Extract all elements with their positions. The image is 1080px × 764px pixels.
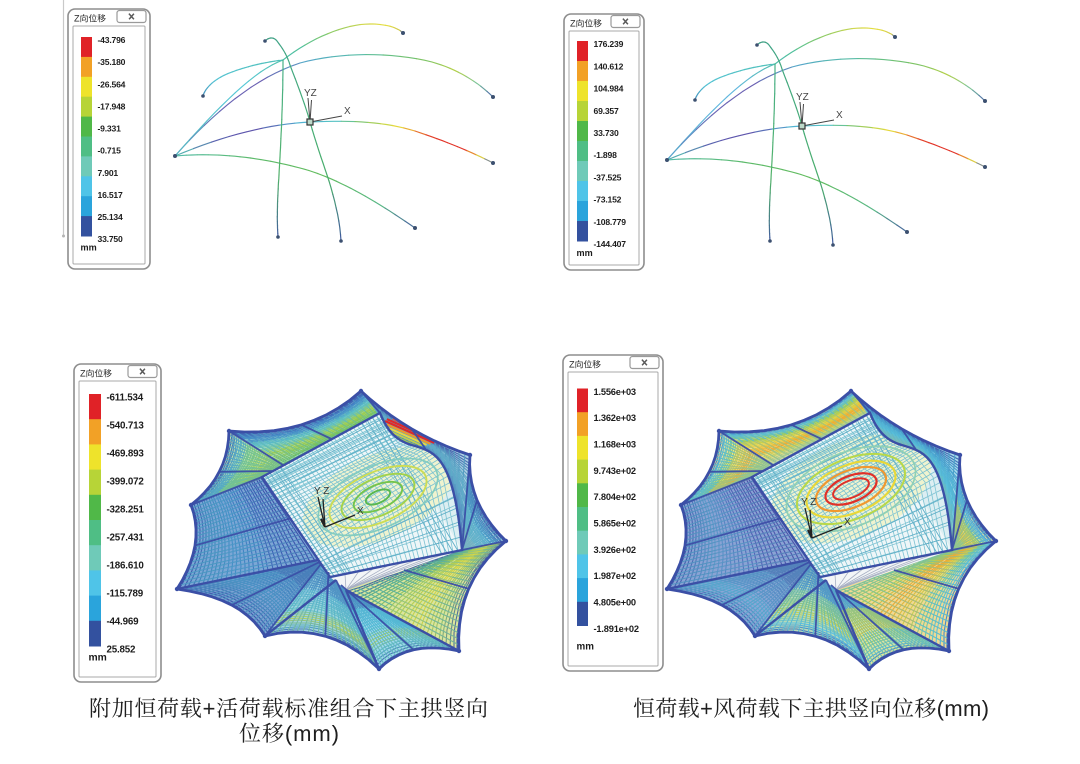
svg-text:1.556e+03: 1.556e+03 (594, 387, 636, 397)
svg-text:-108.779: -108.779 (594, 217, 627, 227)
svg-text:-0.715: -0.715 (98, 146, 122, 156)
svg-text:9.743e+02: 9.743e+02 (594, 466, 636, 476)
svg-text:7.804e+02: 7.804e+02 (594, 492, 636, 502)
svg-text:-115.789: -115.789 (107, 589, 144, 600)
svg-text:X: X (836, 110, 843, 121)
svg-text:-186.610: -186.610 (107, 561, 145, 572)
svg-text:-1.891e+02: -1.891e+02 (594, 624, 639, 634)
svg-text:mm: mm (577, 642, 595, 653)
svg-text:-1.898: -1.898 (594, 150, 618, 160)
svg-text:3.926e+02: 3.926e+02 (594, 545, 636, 555)
svg-text:mm: mm (81, 243, 97, 253)
svg-text:YZ: YZ (304, 88, 317, 99)
svg-text:-257.431: -257.431 (107, 533, 145, 544)
svg-text:-37.525: -37.525 (594, 172, 622, 182)
svg-text:-540.713: -540.713 (107, 421, 145, 432)
svg-text:4.805e+00: 4.805e+00 (594, 598, 636, 608)
svg-text:Y Z: Y Z (801, 497, 816, 508)
svg-text:-144.407: -144.407 (594, 239, 627, 249)
svg-text:-26.564: -26.564 (98, 79, 126, 89)
svg-text:-35.180: -35.180 (98, 57, 126, 67)
svg-text:7.901: 7.901 (98, 168, 119, 178)
svg-text:5.865e+02: 5.865e+02 (594, 519, 636, 529)
svg-text:-17.948: -17.948 (98, 101, 126, 111)
svg-text:-9.331: -9.331 (98, 124, 122, 134)
svg-text:1.987e+02: 1.987e+02 (594, 571, 636, 581)
svg-text:mm: mm (577, 248, 593, 258)
svg-text:Y Z: Y Z (314, 486, 329, 497)
svg-text:-611.534: -611.534 (107, 393, 144, 404)
svg-text:YZ: YZ (796, 92, 809, 103)
svg-text:25.134: 25.134 (98, 212, 124, 222)
svg-text:X: X (357, 506, 364, 517)
svg-text:104.984: 104.984 (594, 84, 624, 94)
svg-text:-73.152: -73.152 (594, 195, 622, 205)
svg-text:1.168e+03: 1.168e+03 (594, 440, 636, 450)
svg-text:-469.893: -469.893 (107, 449, 145, 460)
svg-text:-328.251: -328.251 (107, 505, 145, 516)
svg-text:33.730: 33.730 (594, 128, 620, 138)
svg-text:69.357: 69.357 (594, 106, 620, 116)
svg-text:140.612: 140.612 (594, 61, 624, 71)
svg-text:33.750: 33.750 (98, 234, 124, 244)
svg-text:X: X (844, 517, 851, 528)
svg-text:1.362e+03: 1.362e+03 (594, 413, 636, 423)
svg-text:-399.072: -399.072 (107, 477, 145, 488)
svg-text:176.239: 176.239 (594, 39, 624, 49)
svg-text:X: X (344, 106, 351, 117)
svg-text:25.852: 25.852 (107, 645, 137, 656)
svg-text:mm: mm (89, 653, 107, 664)
svg-text:16.517: 16.517 (98, 190, 124, 200)
svg-text:-44.969: -44.969 (107, 617, 140, 628)
svg-text:-43.796: -43.796 (98, 35, 126, 45)
